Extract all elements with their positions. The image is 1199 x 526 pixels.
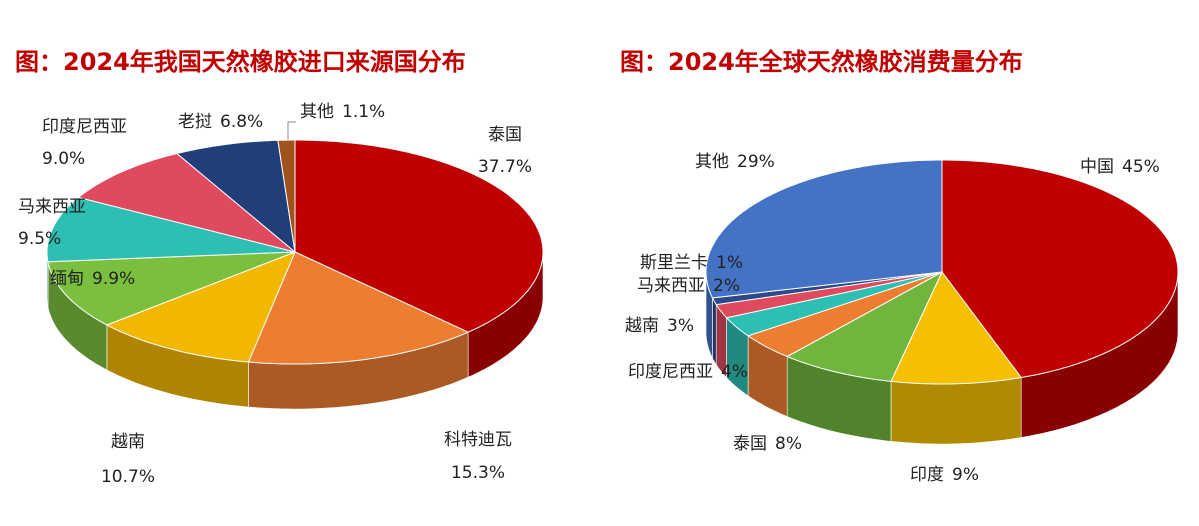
slice — [47, 251, 296, 326]
category-name: 印度尼西亚 — [42, 117, 127, 137]
data-label: 印度尼西亚 4% — [628, 362, 748, 382]
slice — [294, 139, 544, 333]
value-label: 1% — [716, 253, 743, 273]
data-label: 越南 3% — [625, 316, 694, 336]
slice — [705, 159, 943, 299]
slice-side — [890, 377, 1022, 445]
category-name: 越南 — [625, 316, 659, 336]
category-name: 马来西亚 — [18, 197, 86, 217]
data-label: 其他 1.1% — [300, 102, 385, 122]
data-label: 泰国 8% — [733, 434, 802, 454]
chart-title: 图：2024年我国天然橡胶进口来源国分布 — [15, 48, 466, 76]
value-label: 3% — [667, 316, 694, 336]
sides — [705, 272, 1179, 445]
value-label: 9.0% — [42, 149, 85, 169]
value-label: 9.5% — [18, 229, 61, 249]
value-label: 37.7% — [478, 157, 532, 177]
category-name: 其他 — [695, 152, 729, 172]
slice — [715, 271, 943, 319]
category-name: 马来西亚 — [637, 276, 705, 296]
value-label: 6.8% — [220, 112, 263, 132]
value-label: 1.1% — [342, 102, 385, 122]
slice — [105, 251, 296, 363]
data-label: 斯里兰卡 1% — [640, 253, 743, 273]
category-name: 中国 — [1080, 157, 1114, 177]
category-name: 泰国 — [733, 434, 767, 454]
category-name: 科特迪瓦 — [444, 430, 512, 450]
chart-title: 图：2024年全球天然橡胶消费量分布 — [620, 48, 1023, 76]
value-label: 45% — [1122, 157, 1160, 177]
data-label: 印度 9% — [910, 465, 979, 485]
slice — [890, 271, 1023, 385]
value-label: 9% — [952, 465, 979, 485]
slice — [46, 196, 296, 263]
category-name: 缅甸 — [50, 269, 84, 289]
slice — [77, 152, 296, 253]
category-name: 泰国 — [488, 125, 522, 145]
slice-side — [712, 297, 717, 366]
value-label: 15.3% — [451, 463, 505, 483]
value-label: 29% — [737, 152, 775, 172]
slice — [175, 139, 296, 254]
category-name: 越南 — [111, 432, 145, 452]
category-name: 印度 — [910, 465, 944, 485]
slice — [277, 139, 296, 253]
value-label: 2% — [713, 276, 740, 296]
value-label: 10.7% — [101, 467, 155, 487]
data-label: 缅甸 9.9% — [50, 269, 135, 289]
leader-line — [287, 121, 296, 140]
value-label: 8% — [775, 434, 802, 454]
slice — [247, 251, 470, 365]
data-label: 中国 45% — [1080, 157, 1160, 177]
value-label: 9.9% — [92, 269, 135, 289]
slice — [746, 271, 943, 358]
category-name: 印度尼西亚 — [628, 362, 713, 382]
category-name: 老挝 — [178, 112, 212, 132]
slice — [725, 271, 943, 337]
slice — [786, 270, 944, 382]
data-label: 老挝 6.8% — [178, 112, 263, 132]
value-label: 4% — [721, 362, 748, 382]
data-label: 马来西亚 2% — [637, 276, 740, 296]
data-label: 其他 29% — [695, 152, 775, 172]
slice — [941, 159, 1179, 379]
category-name: 斯里兰卡 — [640, 253, 708, 273]
category-name: 其他 — [300, 102, 334, 122]
